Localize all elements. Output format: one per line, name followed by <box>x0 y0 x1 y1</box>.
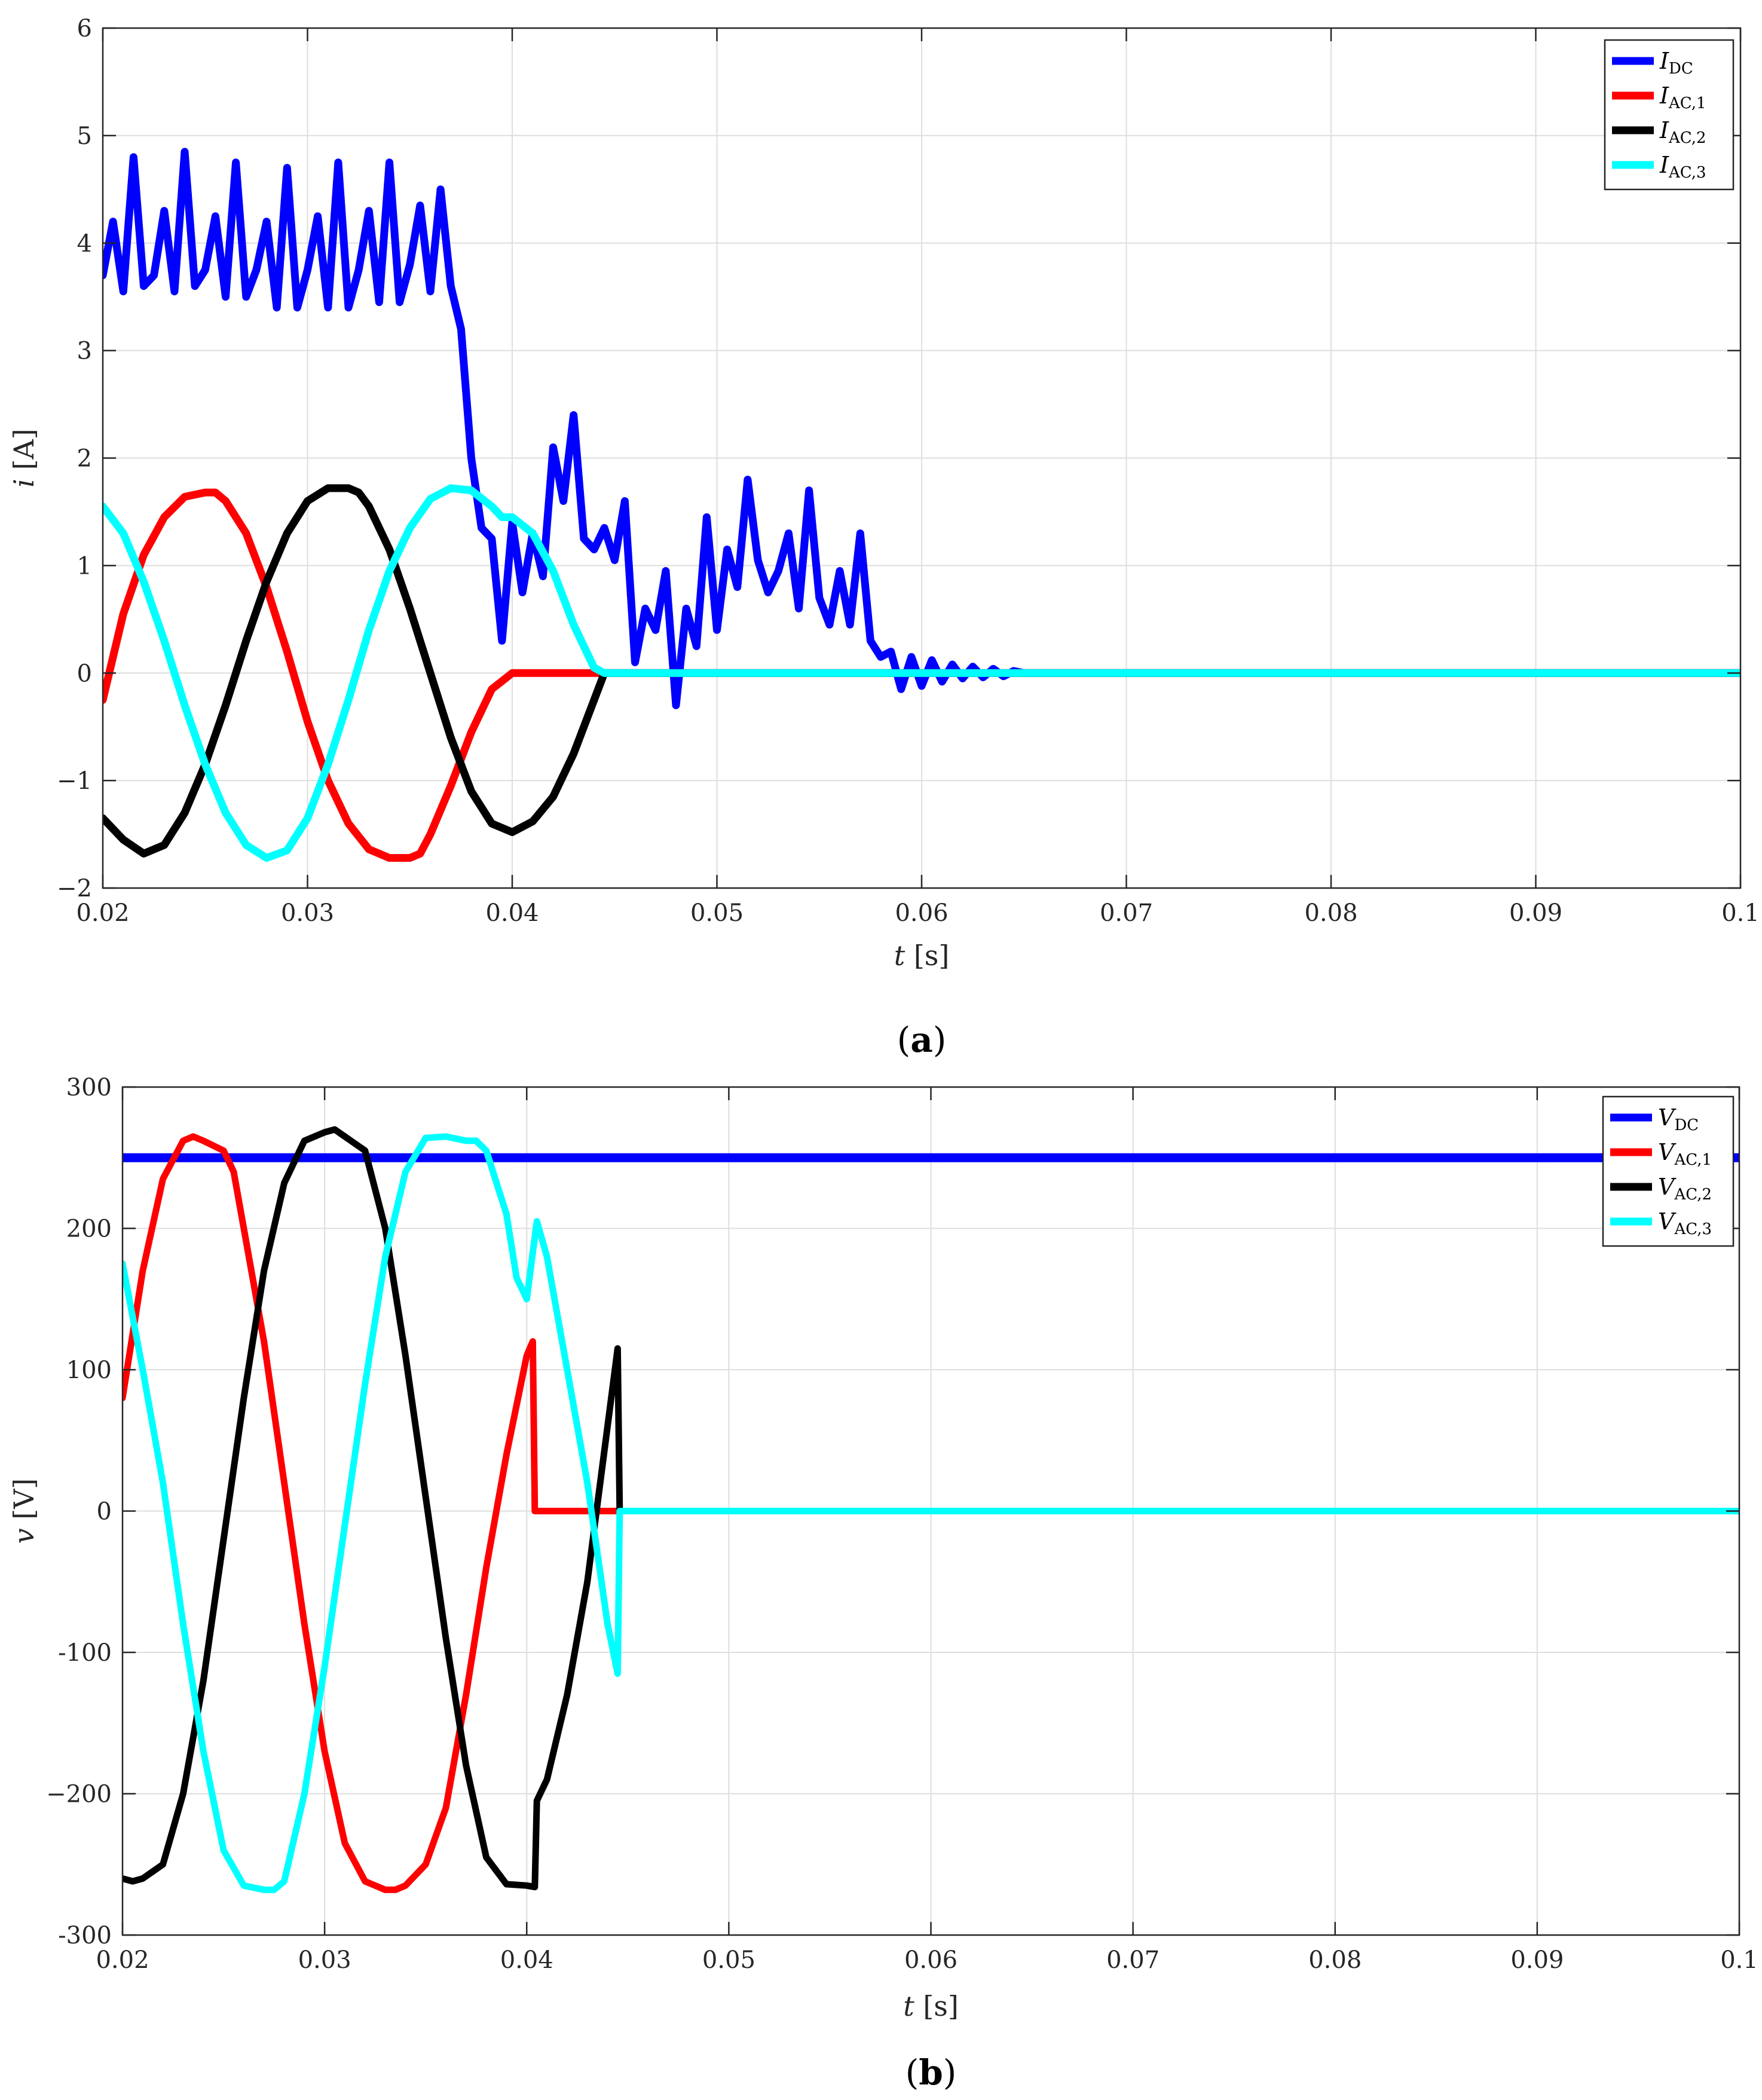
legend-entry-symbol: V <box>1658 1104 1677 1131</box>
legend-entry-symbol: V <box>1658 1208 1677 1235</box>
legend-entry-symbol: I <box>1659 48 1669 74</box>
y-tick-label: -100 <box>58 1639 112 1667</box>
legend-entry: IDC <box>1659 48 1693 78</box>
x-tick-label: 0.04 <box>485 899 539 927</box>
legend-entry-subscript: DC <box>1674 1116 1699 1134</box>
x-tick-label: 0.02 <box>96 1946 149 1974</box>
x-tick-label: 0.05 <box>702 1946 755 1974</box>
series-line-i-ac-2 <box>103 484 1740 858</box>
legend-entry-symbol: V <box>1658 1174 1677 1200</box>
x-tick-label: 0.04 <box>500 1946 553 1974</box>
x-axis-symbol: t <box>894 939 906 972</box>
y-tick-label: −200 <box>46 1781 112 1808</box>
x-axis-unit: [s] <box>914 939 950 972</box>
legend-entry: IAC,1 <box>1659 82 1706 112</box>
series-line-v-ac-2 <box>123 1126 1739 1891</box>
x-tick-label: 0.03 <box>298 1946 351 1974</box>
legend-entry-subscript: AC,1 <box>1674 1151 1712 1169</box>
x-tick-label: 0.02 <box>76 899 129 927</box>
y-tick-label: -300 <box>58 1922 112 1949</box>
series-line-v-ac-3 <box>123 1133 1739 1893</box>
x-axis-unit: [s] <box>923 1990 959 2022</box>
x-tick-label: 0.07 <box>1106 1946 1160 1974</box>
x-tick-label: 0.07 <box>1100 899 1153 927</box>
legend-entry: IAC,3 <box>1659 152 1706 182</box>
legend-entry: VAC,3 <box>1658 1208 1712 1238</box>
x-tick-label: 0.1 <box>1721 899 1760 927</box>
y-axis-unit: [V] <box>8 1478 40 1520</box>
y-tick-label: 100 <box>66 1357 112 1384</box>
y-tick-label: 0 <box>97 1498 112 1526</box>
y-tick-label: 4 <box>77 230 92 258</box>
legend-entry-symbol: I <box>1659 152 1669 178</box>
y-tick-label: 0 <box>77 660 92 687</box>
caption-label: a <box>910 1020 933 1060</box>
legend-entry: IAC,2 <box>1659 117 1706 147</box>
legend-entry-subscript: AC,2 <box>1674 1186 1712 1204</box>
legend-entry-subscript: DC <box>1669 60 1693 78</box>
x-tick-label: 0.09 <box>1510 1946 1564 1974</box>
x-axis-label: t [s] <box>894 939 950 972</box>
legend-entry-subscript: AC,2 <box>1668 129 1706 147</box>
y-axis-symbol: v <box>8 1528 40 1544</box>
current-chart: 0.02 0.03 0.04 0.05 0.06 0.07 0.08 0.09 0.1 −2 −1 0… <box>8 15 1760 1060</box>
x-axis-symbol: t <box>903 1990 914 2022</box>
x-tick-label: 0.05 <box>690 899 744 927</box>
x-axis-label: t [s] <box>903 1990 959 2022</box>
y-tick-label: 200 <box>66 1216 112 1243</box>
series-group <box>123 1126 1739 1893</box>
legend-entry-symbol: I <box>1659 82 1669 109</box>
x-tick-label: 0.1 <box>1720 1946 1758 1974</box>
x-tick-label: 0.08 <box>1308 1946 1362 1974</box>
legend-entry: VDC <box>1658 1104 1699 1134</box>
y-tick-label: 3 <box>77 338 92 365</box>
caption-label: b <box>919 2052 943 2093</box>
legend-entry-subscript: AC,3 <box>1674 1220 1712 1238</box>
legend-entry-subscript: AC,3 <box>1668 164 1706 182</box>
voltage-chart: 0.02 0.03 0.04 0.05 0.06 0.07 0.08 0.09 0.1 -300 −… <box>8 1074 1758 2093</box>
legend-entry: VAC,1 <box>1658 1139 1712 1169</box>
x-tick-label: 0.06 <box>904 1946 958 1974</box>
y-tick-label: 5 <box>77 123 92 150</box>
x-tick-label: 0.08 <box>1304 899 1357 927</box>
y-tick-label: 300 <box>66 1074 112 1101</box>
legend-entry: VAC,2 <box>1658 1174 1712 1204</box>
figure-caption: (b) <box>906 2052 957 2093</box>
series-line-i-ac-1 <box>103 488 1740 862</box>
legend-entry-symbol: V <box>1658 1139 1677 1165</box>
legend-entry-subscript: AC,1 <box>1668 94 1706 112</box>
series-line-v-ac-1 <box>123 1133 1739 1893</box>
y-axis-symbol: i <box>8 479 40 488</box>
x-tick-label: 0.03 <box>281 899 334 927</box>
legend-entry-symbol: I <box>1659 117 1669 143</box>
series-line-i-ac-3 <box>103 484 1740 862</box>
figure-caption: (a) <box>897 1020 947 1060</box>
y-axis-label: i [A] <box>8 428 40 487</box>
y-tick-label: 2 <box>77 445 92 473</box>
y-axis-label: v [V] <box>8 1478 40 1544</box>
y-tick-label: 1 <box>77 552 92 580</box>
x-tick-label: 0.06 <box>895 899 948 927</box>
y-tick-label: −1 <box>57 767 92 795</box>
x-tick-label: 0.09 <box>1509 899 1562 927</box>
y-axis-unit: [A] <box>8 428 40 470</box>
y-tick-label: 6 <box>77 15 92 42</box>
y-tick-label: −2 <box>57 875 92 902</box>
series-group <box>103 148 1740 862</box>
